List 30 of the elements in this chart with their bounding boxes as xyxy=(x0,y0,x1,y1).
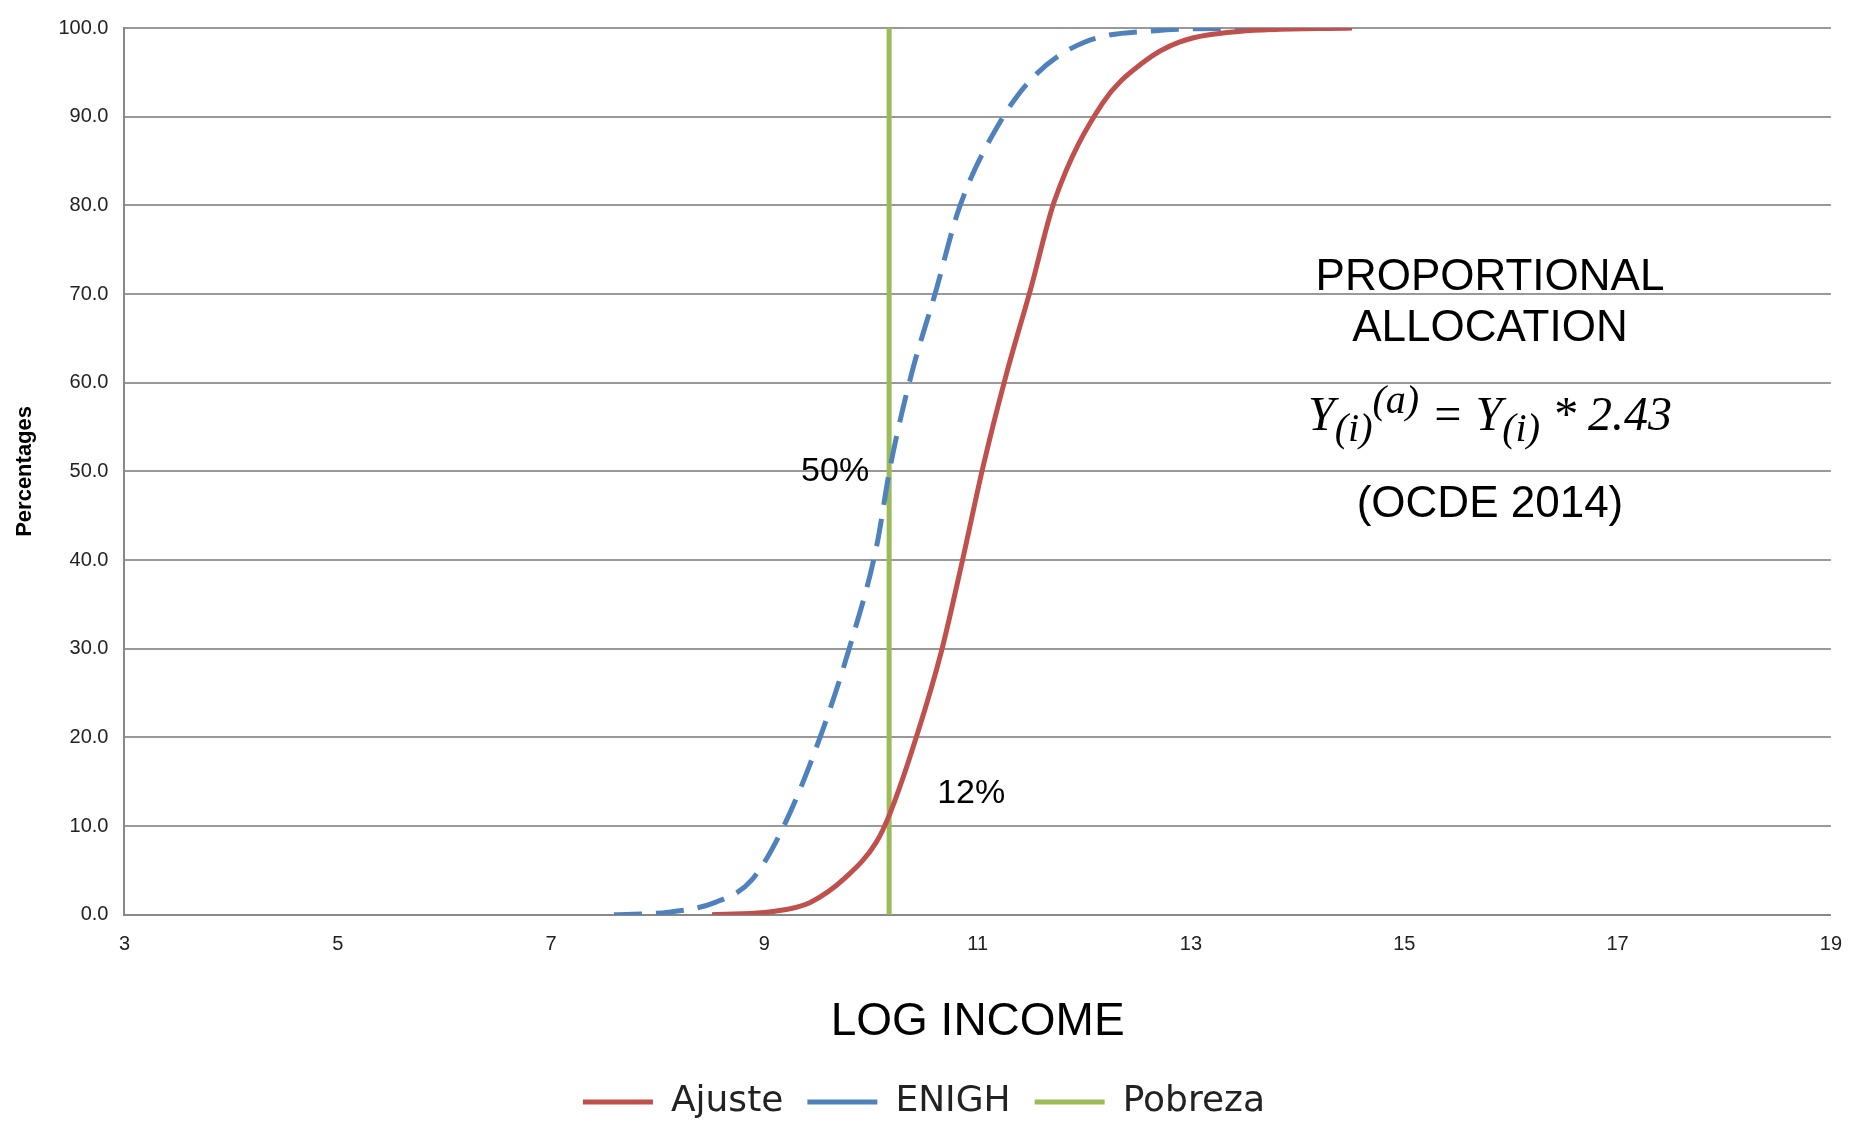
y-tick-label: 80.0 xyxy=(69,192,109,215)
x-tick-label: 17 xyxy=(1606,932,1629,955)
annotation: 50% xyxy=(801,449,870,488)
annotation: PROPORTIONAL ALLOCATION xyxy=(1314,250,1666,352)
annotation: Y$_{(i)}$$^{(a)}$ = Y$_{(i)}$ * 2.43 xyxy=(1307,377,1673,451)
annotation: 12% xyxy=(937,771,1006,810)
y-tick-label: 20.0 xyxy=(69,724,109,747)
x-tick-label: 11 xyxy=(967,932,989,955)
legend-label: Pobreza xyxy=(1122,1078,1266,1120)
y-axis-title: Percentages xyxy=(11,405,37,537)
x-tick-label: 19 xyxy=(1819,932,1842,955)
x-tick-label: 15 xyxy=(1393,932,1416,955)
y-tick-label: 50.0 xyxy=(69,458,109,481)
y-tick-label: 10.0 xyxy=(69,813,109,836)
y-tick-label: 0.0 xyxy=(80,902,109,925)
y-tick-label: 70.0 xyxy=(69,281,109,304)
legend-label: Ajuste xyxy=(670,1078,784,1120)
y-tick-label: 90.0 xyxy=(69,104,109,127)
y-tick-label: 40.0 xyxy=(69,547,109,570)
x-tick-label: 9 xyxy=(758,932,770,955)
x-tick-label: 5 xyxy=(332,932,344,955)
x-axis-title: LOG INCOME xyxy=(830,993,1125,1046)
y-tick-label: 100.0 xyxy=(58,15,109,38)
annotation: (OCDE 2014) xyxy=(1355,476,1625,528)
x-tick-label: 7 xyxy=(545,932,557,955)
x-tick-label: 13 xyxy=(1179,932,1203,955)
x-tick-label: 3 xyxy=(118,932,131,955)
legend-label: ENIGH xyxy=(895,1078,1011,1120)
y-tick-label: 30.0 xyxy=(69,636,109,659)
y-tick-label: 60.0 xyxy=(69,370,109,393)
